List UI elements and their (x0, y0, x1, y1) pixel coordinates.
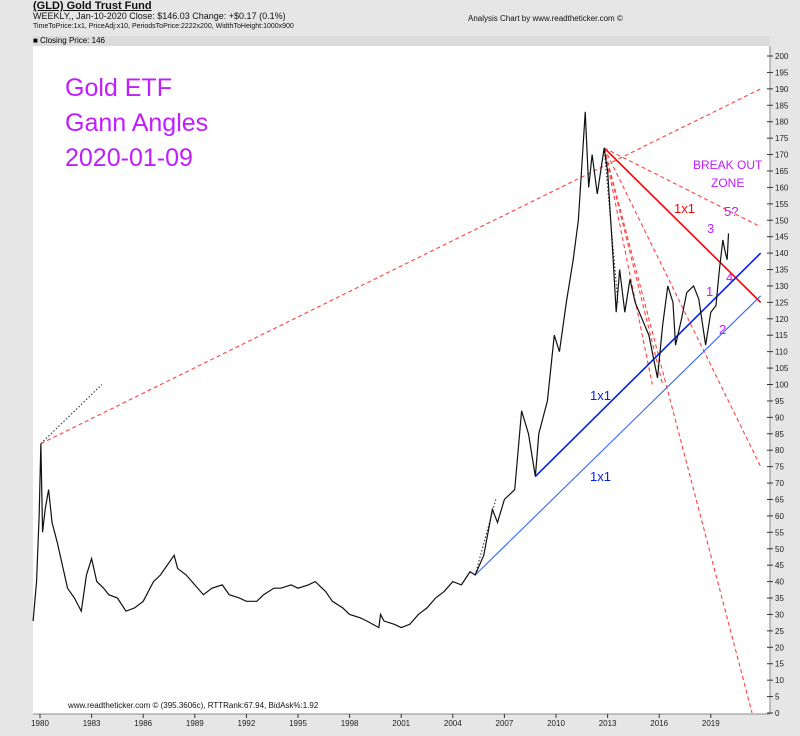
y-tick-label: 170 (775, 151, 789, 160)
y-tick-label: 95 (775, 397, 784, 406)
y-tick-label: 195 (775, 68, 789, 77)
annotation-subtitle: Gann Angles (65, 109, 208, 137)
x-tick-label: 2004 (444, 719, 462, 728)
x-tick-label: 1980 (31, 719, 49, 728)
gann-line-3 (603, 147, 753, 714)
chart-credit: Analysis Chart by www.readtheticker.com … (468, 14, 623, 23)
x-tick-label: 1986 (134, 719, 152, 728)
y-tick-label: 155 (775, 200, 789, 209)
annotation-zone: ZONE (711, 176, 744, 190)
x-tick-label: 2010 (547, 719, 565, 728)
y-tick-label: 110 (775, 348, 788, 357)
y-tick-label: 10 (775, 676, 784, 685)
y-tick-label: 5 (775, 693, 780, 702)
y-tick-label: 145 (775, 233, 789, 242)
label-blue-1x1-upper: 1x1 (590, 388, 611, 403)
y-tick-label: 115 (775, 331, 788, 340)
y-tick-label: 70 (775, 479, 784, 488)
y-tick-label: 50 (775, 545, 784, 554)
annotation-date: 2020-01-09 (65, 144, 193, 172)
y-tick-label: 25 (775, 627, 784, 636)
legend: ■ Closing Price: 146 (33, 36, 770, 46)
x-tick-label: 2013 (599, 719, 617, 728)
y-tick-label: 20 (775, 643, 784, 652)
y-tick-label: 165 (775, 167, 789, 176)
chart-params: TimeToPrice:1x1, PriceAdj:x10, PeriodsTo… (33, 23, 294, 30)
label-red-1x1: 1x1 (674, 201, 695, 216)
x-tick-label: 1989 (186, 719, 204, 728)
chart-footer: www.readtheticker.com © (395.3606c), RTT… (67, 701, 319, 710)
y-tick-label: 175 (775, 134, 789, 143)
gann-line-8 (474, 499, 497, 576)
wave-4-label: 4 (726, 270, 733, 285)
y-tick-label: 40 (775, 578, 784, 587)
y-tick-label: 90 (775, 413, 784, 422)
y-tick-label: 100 (775, 381, 789, 390)
x-tick-label: 2016 (650, 719, 668, 728)
y-tick-label: 35 (775, 594, 784, 603)
y-tick-label: 105 (775, 364, 789, 373)
y-tick-label: 185 (775, 101, 789, 110)
x-tick-label: 1995 (289, 719, 307, 728)
y-tick-label: 200 (775, 52, 789, 61)
y-tick-label: 65 (775, 495, 784, 504)
gann-line-10 (534, 252, 762, 478)
y-tick-label: 55 (775, 528, 784, 537)
y-tick-label: 15 (775, 660, 784, 669)
y-tick-label: 75 (775, 463, 784, 472)
y-tick-label: 140 (775, 249, 789, 258)
y-tick-label: 130 (775, 282, 789, 291)
gann-line-0 (603, 147, 762, 303)
gann-line-7 (40, 384, 103, 445)
gann-line-6 (40, 88, 761, 445)
chart-title: (GLD) Gold Trust Fund (33, 0, 152, 12)
y-tick-label: 120 (775, 315, 789, 324)
x-tick-label: 1983 (83, 719, 101, 728)
gann-line-4 (603, 147, 664, 385)
x-tick-label: 1998 (341, 719, 359, 728)
gann-line-1 (603, 147, 761, 228)
label-blue-1x1-lower: 1x1 (590, 469, 611, 484)
y-tick-label: 0 (775, 709, 780, 718)
wave-3-label: 3 (707, 221, 714, 236)
y-tick-label: 190 (775, 85, 789, 94)
y-tick-label: 180 (775, 118, 789, 127)
x-tick-label: 2001 (392, 719, 410, 728)
x-tick-label: 2019 (702, 719, 720, 728)
y-tick-label: 30 (775, 610, 784, 619)
y-tick-label: 60 (775, 512, 784, 521)
annotation-title: Gold ETF (65, 74, 172, 102)
closing-price-line (32, 111, 730, 629)
y-tick-label: 150 (775, 216, 789, 225)
y-tick-label: 160 (775, 183, 789, 192)
annotation-breakout: BREAK OUT (693, 158, 763, 172)
y-tick-label: 135 (775, 266, 789, 275)
wave-5-label: 5? (724, 204, 738, 219)
x-tick-label: 1992 (238, 719, 256, 728)
y-tick-label: 45 (775, 561, 784, 570)
x-tick-label: 2007 (496, 719, 514, 728)
y-tick-label: 85 (775, 430, 784, 439)
gann-line-11 (474, 295, 762, 576)
wave-1-label: 1 (706, 284, 713, 299)
gann-line-2 (603, 147, 762, 467)
wave-2-label: 2 (719, 322, 726, 337)
y-tick-label: 80 (775, 446, 784, 455)
gann-line-5 (603, 147, 653, 385)
chart-summary: WEEKLY,, Jan-10-2020 Close: $146.03 Chan… (33, 11, 286, 21)
plot-area (33, 46, 770, 714)
y-tick-label: 125 (775, 298, 789, 307)
